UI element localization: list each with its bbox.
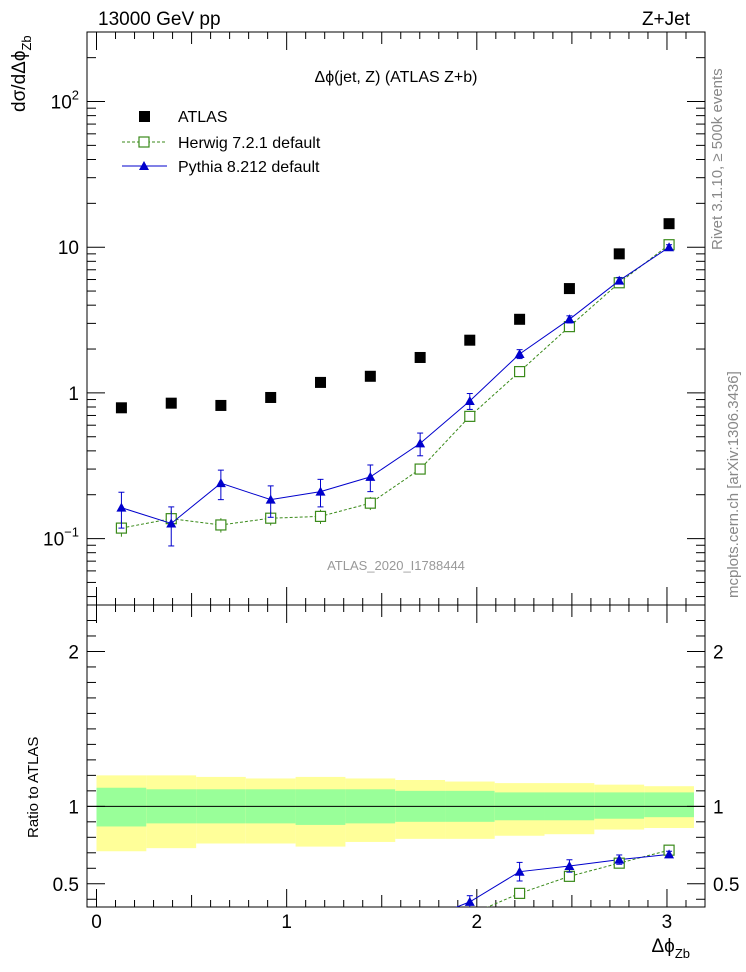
herwig-point — [464, 410, 476, 422]
lower-ytick-label-right: 0.5 — [713, 875, 739, 896]
lower-ytick-label-left: 1 — [68, 797, 79, 818]
legend-marker-atlas — [139, 111, 150, 122]
watermark: ATLAS_2020_I1788444 — [327, 558, 465, 573]
lower-ytick-label-left: 2 — [68, 642, 79, 663]
process-label: Z+Jet — [642, 9, 691, 30]
atlas-point — [265, 391, 277, 403]
legend-label-pythia: Pythia 8.212 default — [178, 159, 320, 176]
herwig-point — [513, 365, 526, 378]
legend-marker-pythia — [139, 161, 149, 170]
atlas-point — [563, 283, 575, 295]
ratio-herwig-point — [513, 887, 526, 899]
x-axis-title: ΔϕZb — [651, 936, 690, 961]
atlas-point — [115, 402, 127, 414]
herwig-point — [364, 497, 376, 509]
xtick-label: 2 — [472, 912, 483, 933]
svg-text:dσ/dΔϕZb: dσ/dΔϕZb — [9, 35, 34, 112]
band-inner-bin — [594, 792, 645, 819]
pythia-point — [116, 502, 127, 512]
herwig-point — [414, 463, 426, 475]
atlas-point — [165, 397, 177, 409]
lower-ytick-label-right: 1 — [713, 797, 724, 818]
legend-marker-herwig — [138, 136, 150, 148]
band-inner-bin — [96, 787, 147, 827]
atlas-point — [663, 218, 675, 230]
pythia-point — [415, 438, 426, 448]
atlas-point — [414, 351, 426, 363]
pythia-point — [315, 486, 326, 496]
pythia-point — [564, 314, 575, 324]
lower-ylabel: Ratio to ATLAS — [25, 737, 42, 838]
xtick-label: 3 — [662, 912, 673, 933]
lower-panel — [86, 604, 706, 908]
ratio-pythia-point — [464, 896, 475, 906]
atlas-point — [464, 334, 476, 346]
pythia-point — [265, 494, 276, 504]
ratio-pythia-point — [614, 854, 625, 864]
atlas-point — [514, 313, 526, 325]
atlas-point — [613, 248, 625, 260]
upper-ytick-label: 1 — [68, 384, 79, 405]
lower-ytick-label-left: 0.5 — [53, 875, 79, 896]
pythia-point — [514, 348, 525, 358]
rivet-label: Rivet 3.1.10, ≥ 500k events — [709, 68, 726, 250]
pythia-line — [121, 246, 670, 525]
pythia-point — [166, 518, 177, 528]
upper-ytick-label: 102 — [51, 88, 79, 114]
upper-title: Δϕ(jet, Z) (ATLAS Z+b) — [315, 69, 478, 86]
svg-text:ΔϕZb: ΔϕZb — [651, 936, 690, 961]
pythia-point — [464, 395, 475, 405]
upper-ytick-label: 10 — [58, 238, 79, 259]
atlas-point — [364, 370, 376, 382]
xtick-label: 1 — [281, 912, 292, 933]
herwig-line — [121, 244, 670, 529]
upper-ytick-label: 10−1 — [43, 525, 79, 551]
site-label: mcplots.cern.ch [arXiv:1306.3436] — [725, 371, 742, 598]
pythia-point — [365, 471, 376, 481]
xtick-label: 0 — [91, 912, 102, 933]
ratio-herwig-point — [563, 870, 576, 882]
band-inner-bin — [644, 792, 694, 818]
lower-frame — [86, 604, 706, 908]
upper-ylabel: dσ/dΔϕZb — [9, 35, 34, 112]
ratio-pythia-point — [514, 866, 525, 876]
legend-label-atlas: ATLAS — [178, 109, 228, 126]
herwig-point — [215, 519, 227, 531]
pythia-point — [664, 242, 675, 252]
ratio-pythia-point — [664, 849, 675, 859]
herwig-point — [314, 510, 327, 522]
ratio-pythia-line — [455, 853, 670, 907]
pythia-point — [614, 275, 625, 285]
atlas-point — [315, 376, 327, 388]
ratio-pythia-point — [564, 860, 575, 870]
lower-series-clip — [455, 844, 675, 907]
atlas-point — [215, 399, 227, 411]
legend-label-herwig: Herwig 7.2.1 default — [178, 135, 321, 152]
energy-label: 13000 GeV pp — [98, 9, 221, 30]
legend: ATLAS Herwig 7.2.1 default Pythia 8.212 … — [122, 109, 321, 176]
band-inner-bin — [295, 789, 346, 825]
lower-ytick-label-right: 2 — [713, 642, 724, 663]
pythia-point — [215, 478, 226, 488]
